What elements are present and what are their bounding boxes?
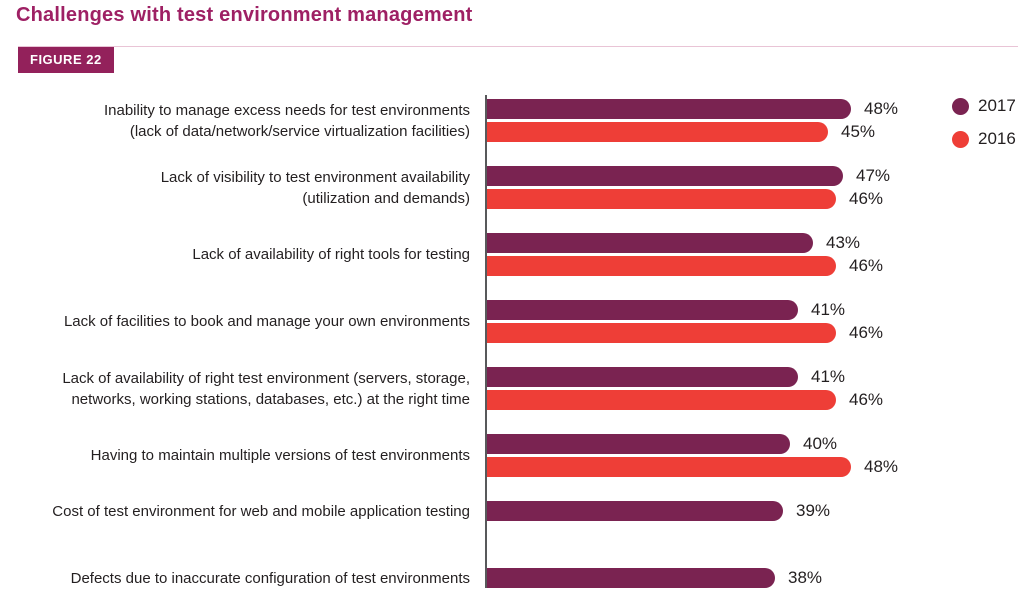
bar-2017 [487, 501, 783, 521]
chart-legend: 2017 2016 [952, 96, 1016, 149]
legend-dot-2017-icon [952, 97, 969, 115]
chart-row: Lack of availability of right test envir… [0, 367, 1024, 410]
legend-dot-2016-icon [952, 130, 969, 148]
bar-line-2017: 48% [487, 99, 1024, 119]
bar-line-2017: 41% [487, 300, 1024, 320]
bar-group: 47% 46% [485, 166, 1024, 209]
category-label: Lack of availability of right tools for … [192, 246, 470, 263]
bar-value-label: 46% [849, 256, 884, 275]
bar-group: 48% 45% [485, 99, 1024, 142]
chart-row: Lack of facilities to book and manage yo… [0, 300, 1024, 343]
chart-row: Having to maintain multiple versions of … [0, 434, 1024, 477]
bar-line-2017: 47% [487, 166, 1024, 186]
bar-line-2017: 38% [487, 568, 1024, 588]
bar-line-2016: 46% [487, 256, 1024, 276]
bar-value-label: 45% [841, 122, 876, 141]
category-label: Cost of test environment for web and mob… [52, 502, 470, 520]
bar-value-label: 40% [803, 434, 838, 453]
bar-value-label: 48% [864, 99, 899, 118]
bar-value-label: 46% [849, 189, 884, 208]
legend-label-2016: 2016 [978, 129, 1016, 148]
bar-2017 [487, 300, 798, 320]
bar-2016 [487, 457, 851, 477]
bar-2017 [487, 568, 775, 588]
bar-line-2017: 39% [487, 501, 1024, 521]
chart-row: Cost of test environment for web and mob… [0, 501, 1024, 521]
bar-value-label: 47% [856, 166, 891, 185]
chart-row: Lack of visibility to test environment a… [0, 166, 1024, 209]
bar-value-label: 46% [849, 390, 884, 409]
bar-value-label: 41% [811, 300, 846, 319]
bar-value-label: 43% [826, 233, 861, 252]
bar-group: 40% 48% [485, 434, 1024, 477]
bar-line-2016: 46% [487, 189, 1024, 209]
figure-number-badge: FIGURE 22 [18, 47, 114, 73]
bar-2016 [487, 323, 836, 343]
bar-value-label: 39% [796, 501, 831, 520]
legend-label-2017: 2017 [978, 96, 1016, 115]
category-label: Inability to manage excess needs for tes… [103, 101, 470, 140]
chart-y-axis [485, 95, 487, 588]
divider [18, 46, 1018, 47]
category-label: Lack of facilities to book and manage yo… [63, 313, 470, 330]
bar-2017 [487, 166, 843, 186]
bar-2017 [487, 367, 798, 387]
page-title: Challenges with test environment managem… [16, 4, 473, 26]
bar-line-2017: 40% [487, 434, 1024, 454]
legend-entry-2016: 2016 [952, 129, 1016, 149]
bar-2016 [487, 390, 836, 410]
category-label: Lack of availability of right test envir… [62, 369, 470, 408]
bar-line-2016: 46% [487, 390, 1024, 410]
bar-value-label: 38% [788, 568, 823, 587]
chart-rows: Inability to manage excess needs for tes… [0, 99, 1024, 588]
bar-2016 [487, 189, 836, 209]
bar-value-label: 41% [811, 367, 846, 386]
chart-row: Lack of availability of right tools for … [0, 233, 1024, 276]
bar-chart: Inability to manage excess needs for tes… [0, 99, 1024, 588]
bar-2017 [487, 434, 790, 454]
chart-row: Defects due to inaccurate configuration … [0, 568, 1024, 588]
bar-line-2017: 43% [487, 233, 1024, 253]
bar-line-2017: 41% [487, 367, 1024, 387]
chart-row: Inability to manage excess needs for tes… [0, 99, 1024, 142]
bar-2016 [487, 256, 836, 276]
bar-value-label: 48% [864, 457, 899, 476]
bar-group: 41% 46% [485, 300, 1024, 343]
bar-value-label: 46% [849, 323, 884, 342]
bar-group: 43% 46% [485, 233, 1024, 276]
bar-line-2016: 48% [487, 457, 1024, 477]
bar-group: 38% [485, 568, 1024, 588]
bar-group: 39% [485, 501, 1024, 521]
bar-group: 41% 46% [485, 367, 1024, 410]
legend-entry-2017: 2017 [952, 96, 1016, 116]
category-label: Having to maintain multiple versions of … [90, 447, 470, 464]
category-label: Lack of visibility to test environment a… [160, 168, 470, 207]
bar-2017 [487, 99, 851, 119]
category-label: Defects due to inaccurate configuration … [70, 569, 470, 587]
bar-2016 [487, 122, 828, 142]
bar-line-2016: 46% [487, 323, 1024, 343]
bar-line-2016: 45% [487, 122, 1024, 142]
bar-2017 [487, 233, 813, 253]
